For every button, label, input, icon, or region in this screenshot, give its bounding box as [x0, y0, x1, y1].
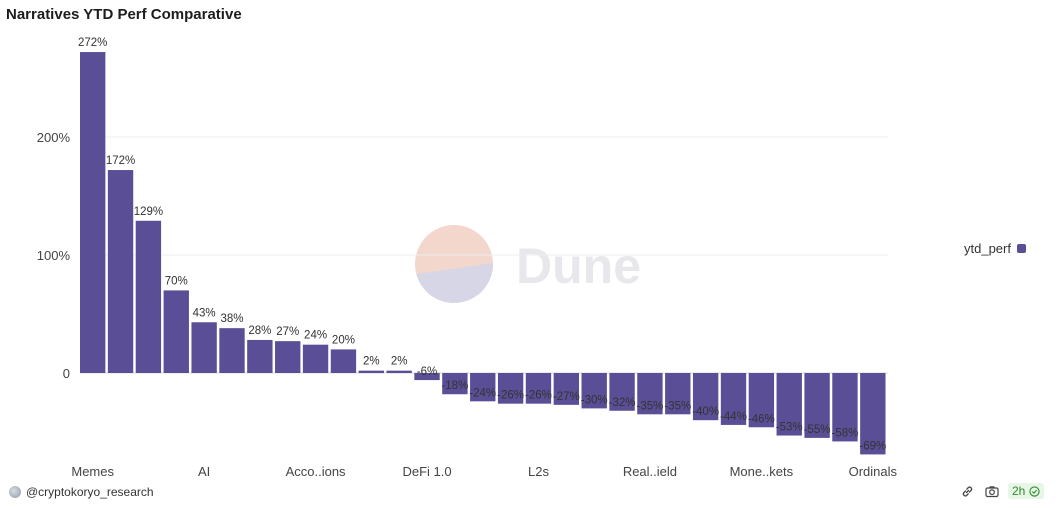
x-tick-label: Mone..kets	[730, 464, 794, 479]
y-tick-label: 100%	[37, 248, 71, 263]
legend-swatch	[1016, 244, 1026, 253]
bar-4[interactable]	[191, 322, 217, 373]
chart-title: Narratives YTD Perf Comparative	[6, 6, 242, 23]
bar-25[interactable]	[776, 373, 802, 436]
data-label-11: 2%	[391, 356, 408, 368]
data-label-12: -6%	[417, 366, 437, 378]
author-name: @cryptokoryo_research	[26, 485, 154, 499]
bar-19[interactable]	[609, 373, 635, 411]
bar-26[interactable]	[804, 373, 830, 438]
bar-15[interactable]	[497, 373, 524, 404]
dune-watermark: Dune	[415, 225, 641, 303]
refresh-age-badge[interactable]: 2h	[1008, 483, 1045, 499]
data-label-21: -35%	[664, 400, 691, 412]
bar-21[interactable]	[665, 373, 691, 415]
y-tick-label: 0	[63, 366, 70, 381]
data-label-15: -26%	[497, 390, 524, 402]
data-label-2: 129%	[134, 206, 163, 218]
bar-28[interactable]	[860, 373, 886, 455]
data-label-8: 24%	[304, 330, 327, 342]
chart-actions: 2h	[960, 483, 1045, 499]
legend-label: ytd_perf	[964, 241, 1011, 256]
data-label-0: 272%	[78, 37, 107, 49]
data-label-19: -32%	[609, 397, 636, 409]
bar-13[interactable]	[442, 373, 468, 395]
data-label-28: -69%	[859, 440, 886, 452]
data-label-5: 38%	[220, 313, 243, 325]
camera-icon[interactable]	[984, 484, 999, 499]
data-label-16: -26%	[525, 390, 552, 402]
watermark-text: Dune	[516, 238, 641, 294]
data-label-7: 27%	[276, 326, 299, 338]
check-circle-icon	[1029, 485, 1041, 497]
bar-20[interactable]	[637, 373, 663, 415]
bar-3[interactable]	[163, 290, 189, 373]
data-label-3: 70%	[165, 275, 188, 287]
data-label-22: -40%	[692, 406, 719, 418]
data-label-26: -55%	[804, 424, 831, 436]
bar-12[interactable]	[414, 373, 440, 381]
data-label-17: -27%	[553, 391, 580, 403]
data-label-18: -30%	[581, 394, 608, 406]
x-tick-label: L2s	[528, 464, 549, 479]
bar-8[interactable]	[302, 344, 329, 373]
bar-18[interactable]	[581, 373, 607, 409]
x-tick-label: Real..ield	[623, 464, 677, 479]
bar-1[interactable]	[107, 170, 134, 373]
x-tick-label: Acco..ions	[286, 464, 346, 479]
y-tick-label: 200%	[37, 130, 71, 145]
data-label-27: -58%	[832, 427, 859, 439]
x-tick-label: Memes	[71, 464, 114, 479]
data-label-6: 28%	[248, 325, 271, 337]
bar-17[interactable]	[553, 373, 580, 405]
dune-logo-icon	[415, 225, 493, 303]
bar-10[interactable]	[358, 370, 384, 373]
bar-6[interactable]	[247, 339, 273, 373]
x-tick-label: AI	[198, 464, 210, 479]
age-text: 2h	[1012, 484, 1026, 498]
bar-27[interactable]	[832, 373, 858, 442]
bar-5[interactable]	[219, 328, 245, 373]
data-label-9: 20%	[332, 334, 355, 346]
link-icon[interactable]	[960, 484, 975, 499]
bar-0[interactable]	[80, 52, 106, 373]
data-label-25: -53%	[776, 422, 803, 434]
x-tick-label: DeFi 1.0	[402, 464, 451, 479]
legend[interactable]: ytd_perf	[964, 241, 1026, 256]
user-avatar-icon	[9, 486, 21, 498]
data-label-4: 43%	[193, 307, 216, 319]
data-label-1: 172%	[106, 155, 135, 167]
data-label-13: -18%	[441, 380, 468, 392]
data-label-10: 2%	[363, 356, 380, 368]
bar-11[interactable]	[386, 370, 412, 373]
bar-2[interactable]	[135, 220, 162, 373]
bar-9[interactable]	[330, 349, 357, 373]
data-label-14: -24%	[469, 387, 496, 399]
data-label-20: -35%	[636, 400, 663, 412]
bar-23[interactable]	[720, 373, 747, 425]
data-label-23: -44%	[720, 411, 747, 423]
x-tick-label: Ordinals	[849, 464, 898, 479]
bar-7[interactable]	[275, 341, 301, 373]
bar-14[interactable]	[470, 373, 496, 402]
bar-16[interactable]	[525, 373, 552, 404]
data-label-24: -46%	[748, 413, 775, 425]
bar-22[interactable]	[692, 373, 719, 421]
author-credit[interactable]: @cryptokoryo_research	[9, 485, 154, 499]
bar-24[interactable]	[748, 373, 775, 428]
